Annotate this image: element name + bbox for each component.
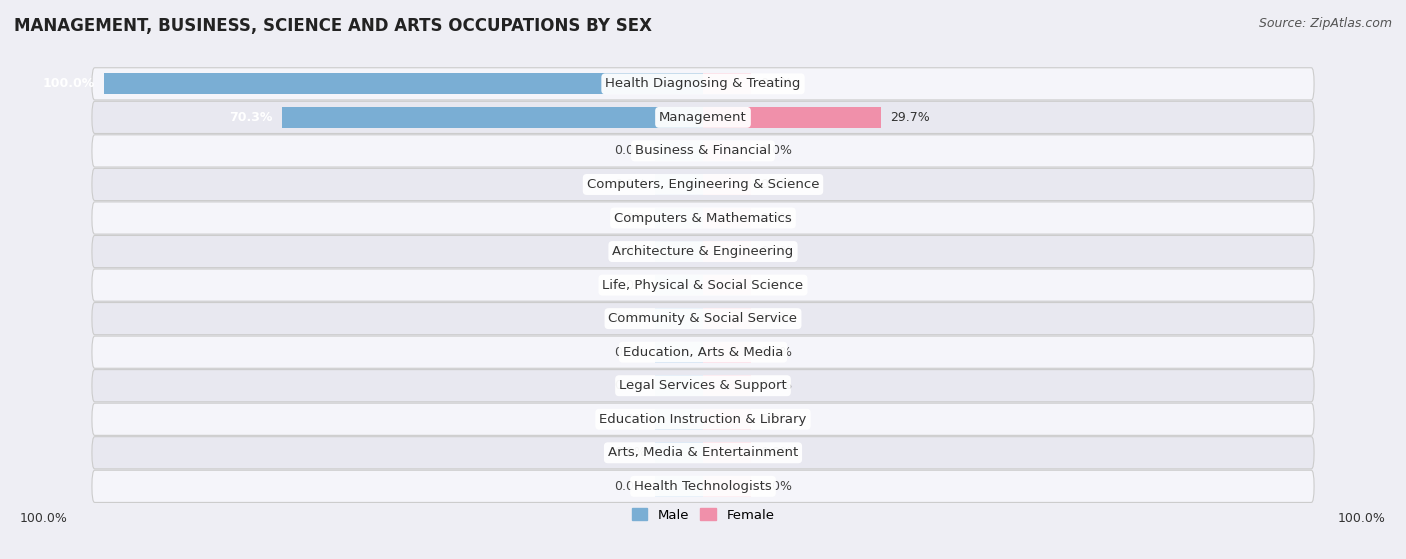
Text: 0.0%: 0.0%	[614, 379, 647, 392]
Text: Community & Social Service: Community & Social Service	[609, 312, 797, 325]
Bar	[655, 308, 703, 329]
Text: 0.0%: 0.0%	[614, 178, 647, 191]
Text: 0.0%: 0.0%	[759, 446, 792, 459]
FancyBboxPatch shape	[91, 470, 1315, 503]
Text: Arts, Media & Entertainment: Arts, Media & Entertainment	[607, 446, 799, 459]
Bar	[655, 476, 703, 497]
Text: 0.0%: 0.0%	[614, 446, 647, 459]
Bar	[703, 241, 751, 262]
Text: 0.0%: 0.0%	[614, 312, 647, 325]
Text: 0.0%: 0.0%	[759, 245, 792, 258]
Bar	[703, 375, 751, 396]
Text: Education, Arts & Media: Education, Arts & Media	[623, 345, 783, 359]
Text: 0.0%: 0.0%	[759, 278, 792, 292]
Text: 0.0%: 0.0%	[614, 245, 647, 258]
Text: 0.0%: 0.0%	[614, 480, 647, 493]
Bar	[703, 409, 751, 430]
Bar	[104, 73, 703, 94]
Text: Source: ZipAtlas.com: Source: ZipAtlas.com	[1258, 17, 1392, 30]
FancyBboxPatch shape	[91, 403, 1315, 435]
Text: 0.0%: 0.0%	[614, 211, 647, 225]
Text: Management: Management	[659, 111, 747, 124]
Text: 100.0%: 100.0%	[42, 77, 96, 91]
Legend: Male, Female: Male, Female	[626, 503, 780, 527]
Text: Business & Financial: Business & Financial	[636, 144, 770, 158]
Bar	[655, 207, 703, 229]
Text: Health Diagnosing & Treating: Health Diagnosing & Treating	[606, 77, 800, 91]
Text: Health Technologists: Health Technologists	[634, 480, 772, 493]
Text: 100.0%: 100.0%	[20, 511, 67, 525]
Text: 29.7%: 29.7%	[890, 111, 929, 124]
Bar	[703, 140, 751, 162]
FancyBboxPatch shape	[91, 336, 1315, 368]
Text: 0.0%: 0.0%	[759, 480, 792, 493]
Bar	[655, 375, 703, 396]
FancyBboxPatch shape	[91, 101, 1315, 134]
Bar	[655, 342, 703, 363]
Bar	[703, 107, 882, 128]
Bar	[281, 107, 703, 128]
Bar	[703, 207, 751, 229]
Text: 100.0%: 100.0%	[1339, 511, 1386, 525]
Text: Life, Physical & Social Science: Life, Physical & Social Science	[602, 278, 804, 292]
Text: MANAGEMENT, BUSINESS, SCIENCE AND ARTS OCCUPATIONS BY SEX: MANAGEMENT, BUSINESS, SCIENCE AND ARTS O…	[14, 17, 652, 35]
Bar	[703, 174, 751, 195]
Text: 0.0%: 0.0%	[759, 345, 792, 359]
Text: Computers & Mathematics: Computers & Mathematics	[614, 211, 792, 225]
Bar	[703, 274, 751, 296]
FancyBboxPatch shape	[91, 202, 1315, 234]
Text: 0.0%: 0.0%	[759, 77, 792, 91]
FancyBboxPatch shape	[91, 437, 1315, 469]
Text: Legal Services & Support: Legal Services & Support	[619, 379, 787, 392]
Text: 0.0%: 0.0%	[614, 345, 647, 359]
Bar	[703, 442, 751, 463]
FancyBboxPatch shape	[91, 135, 1315, 167]
Text: 0.0%: 0.0%	[759, 178, 792, 191]
Bar	[703, 476, 751, 497]
Text: Architecture & Engineering: Architecture & Engineering	[613, 245, 793, 258]
Text: 0.0%: 0.0%	[614, 413, 647, 426]
Bar	[655, 241, 703, 262]
Bar	[703, 308, 751, 329]
Bar	[655, 442, 703, 463]
FancyBboxPatch shape	[91, 168, 1315, 201]
FancyBboxPatch shape	[91, 68, 1315, 100]
Text: 0.0%: 0.0%	[759, 144, 792, 158]
Bar	[655, 140, 703, 162]
Bar	[703, 73, 751, 94]
FancyBboxPatch shape	[91, 235, 1315, 268]
FancyBboxPatch shape	[91, 369, 1315, 402]
Text: 0.0%: 0.0%	[759, 312, 792, 325]
Text: 0.0%: 0.0%	[759, 413, 792, 426]
Text: 0.0%: 0.0%	[759, 379, 792, 392]
Text: 0.0%: 0.0%	[759, 211, 792, 225]
Text: 0.0%: 0.0%	[614, 278, 647, 292]
Bar	[703, 342, 751, 363]
Text: 0.0%: 0.0%	[614, 144, 647, 158]
Bar	[655, 409, 703, 430]
Bar	[655, 274, 703, 296]
Text: Computers, Engineering & Science: Computers, Engineering & Science	[586, 178, 820, 191]
FancyBboxPatch shape	[91, 269, 1315, 301]
Bar	[655, 174, 703, 195]
Text: 70.3%: 70.3%	[229, 111, 273, 124]
Text: Education Instruction & Library: Education Instruction & Library	[599, 413, 807, 426]
FancyBboxPatch shape	[91, 302, 1315, 335]
